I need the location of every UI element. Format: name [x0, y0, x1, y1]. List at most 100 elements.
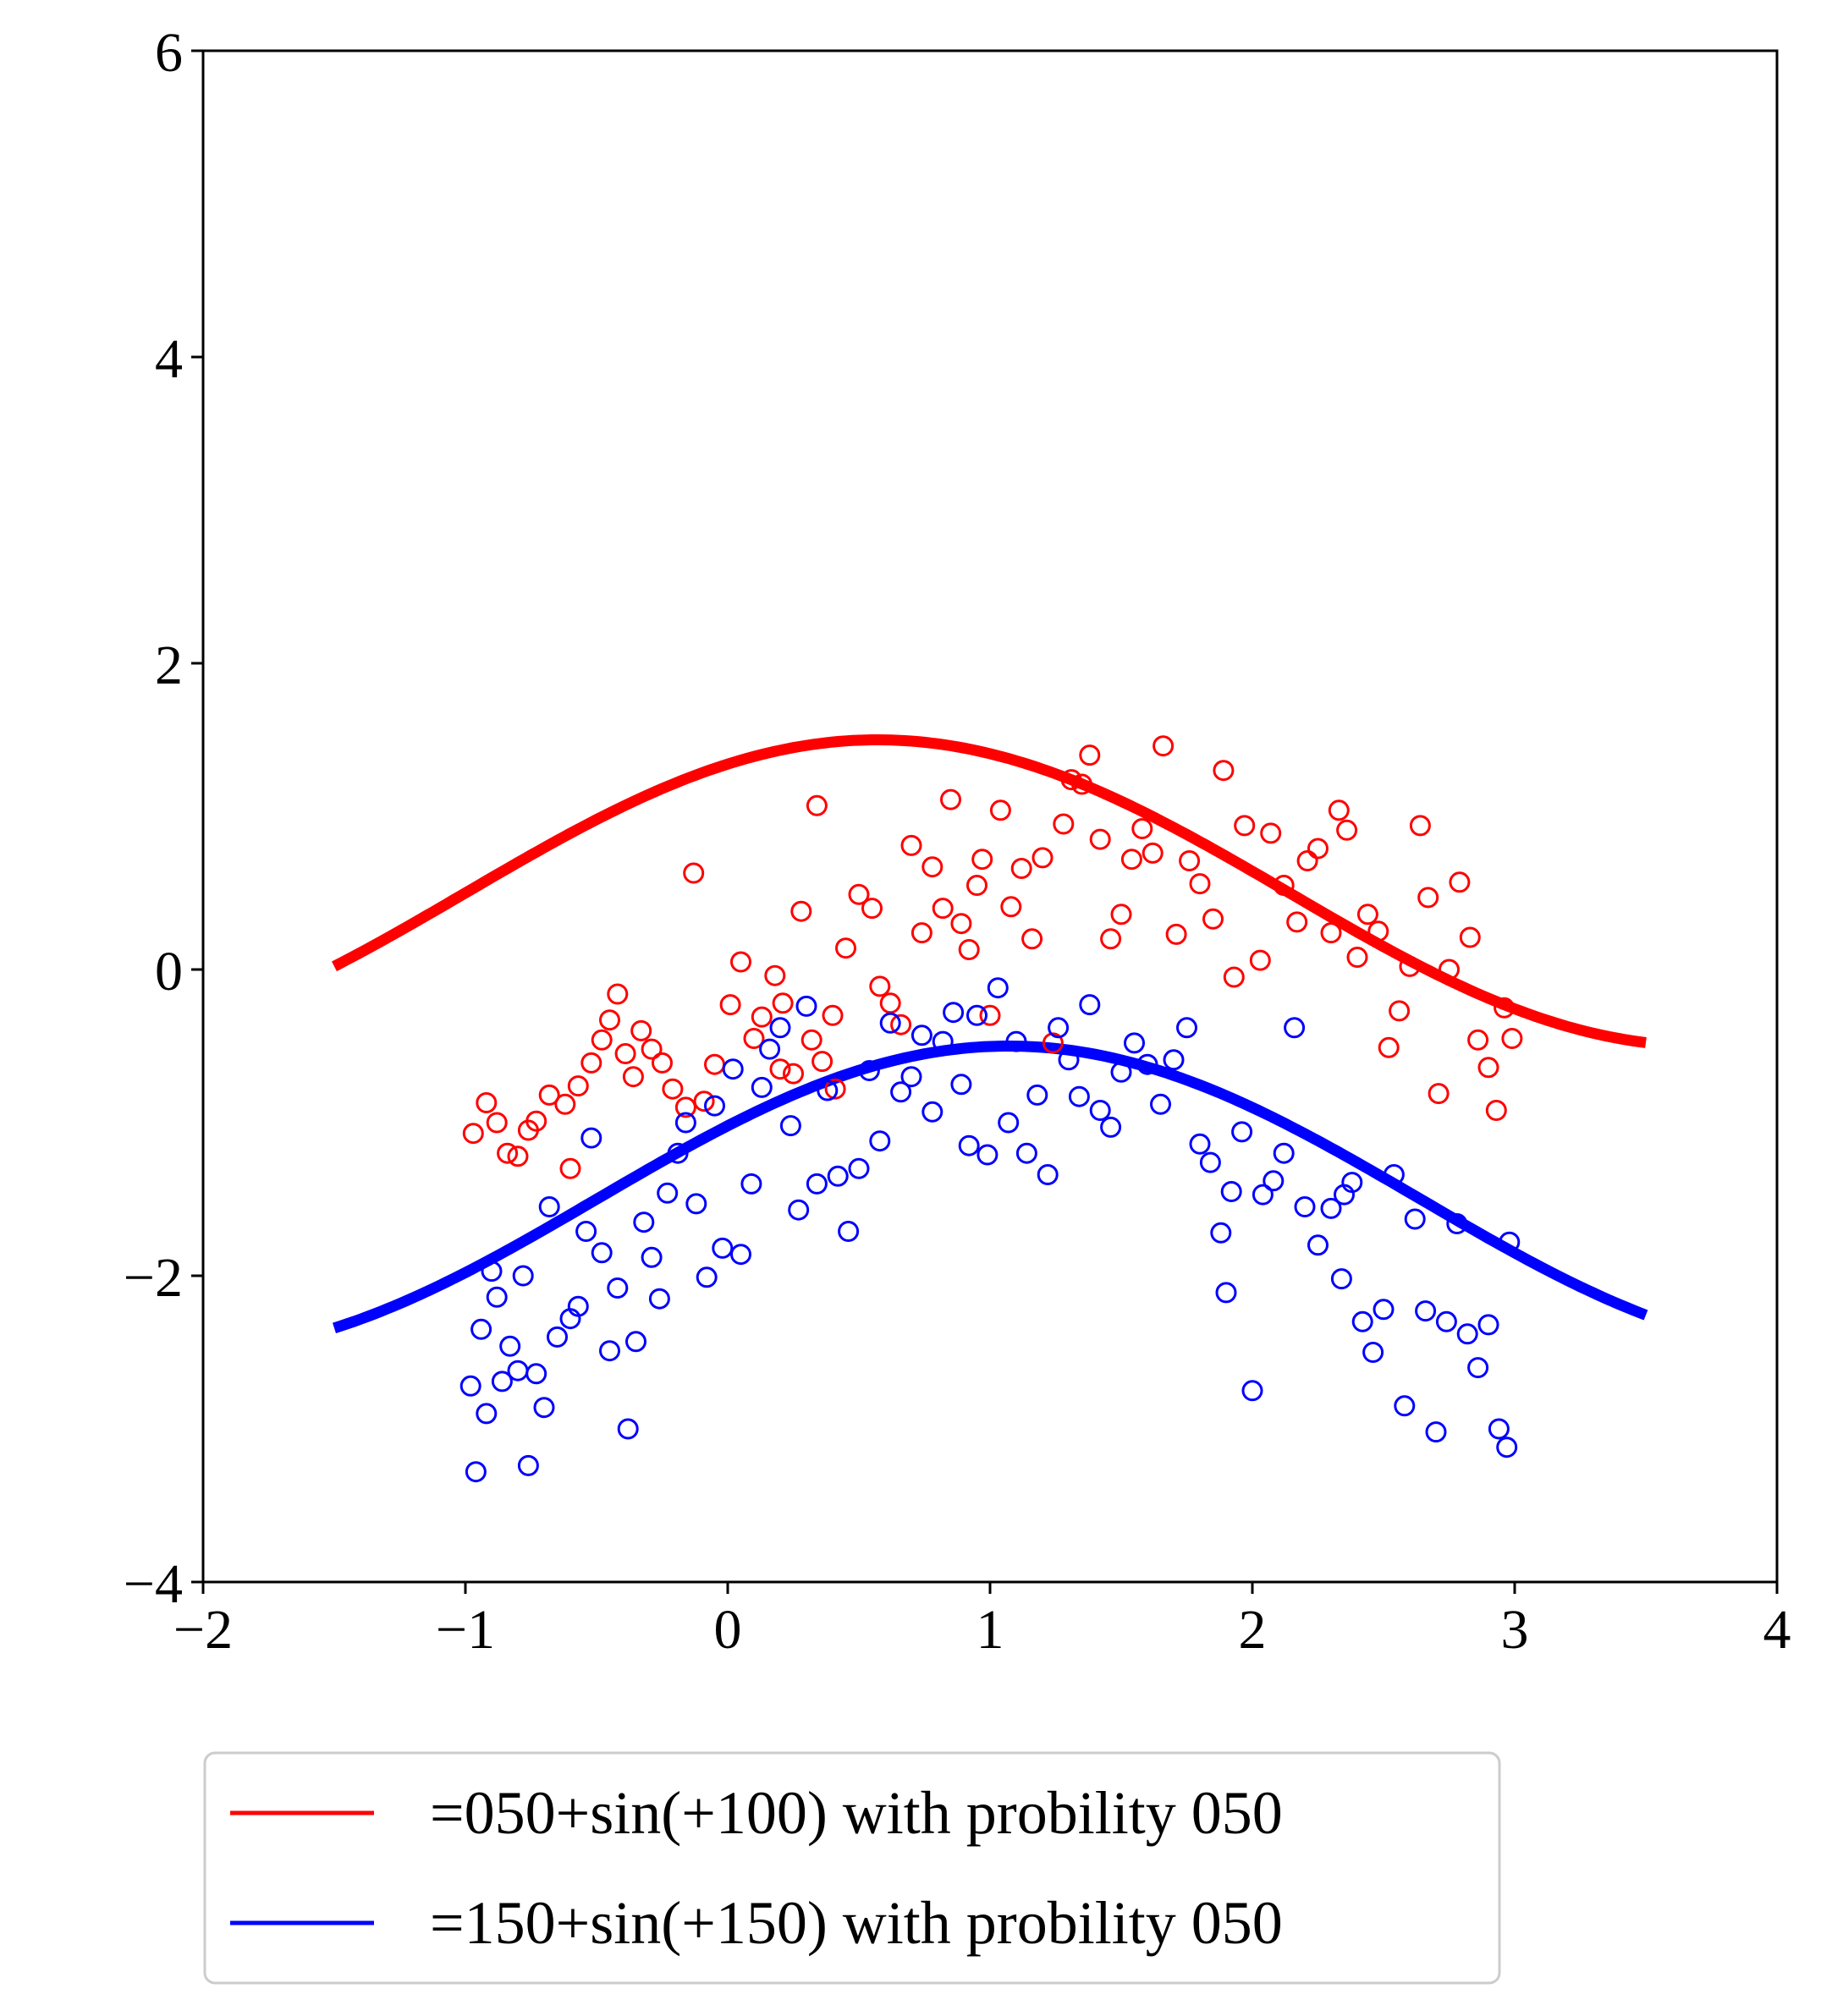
series-1-point-104	[1456, 1323, 1478, 1345]
series-0-point-76	[1249, 949, 1271, 971]
series-1-point-35	[730, 1244, 751, 1266]
series-0-point-91	[1409, 815, 1431, 837]
series-0-point-78	[1273, 875, 1295, 896]
series-1-point-45	[827, 1165, 849, 1187]
series-0-point-59	[1060, 769, 1082, 791]
series-1-point-77	[1163, 1049, 1185, 1071]
series-0-point-103	[559, 1157, 581, 1179]
series-1-point-85	[1252, 1184, 1274, 1206]
series-1-point-108	[1496, 1436, 1518, 1458]
series-1-point-31	[696, 1266, 718, 1288]
series-0-point-39	[869, 975, 891, 997]
series-0-point-88	[1378, 1036, 1400, 1058]
series-0-point-104	[822, 1004, 844, 1026]
series-1-point-36	[740, 1173, 762, 1195]
series-0-point-27	[751, 1006, 773, 1028]
series-0-point-65	[1120, 849, 1142, 871]
series-1-point-34	[722, 1058, 744, 1080]
series-1-point-5	[486, 1286, 508, 1308]
series-1-point-86	[1263, 1170, 1285, 1192]
series-0-point-50	[971, 849, 993, 871]
series-0-point-89	[1389, 1000, 1411, 1022]
x-tick-label-1: −1	[436, 1599, 495, 1661]
series-0-point-56	[1032, 847, 1054, 869]
series-0-point-7	[538, 1084, 560, 1106]
series-1-point-99	[1404, 1208, 1426, 1230]
series-1-point-111	[1334, 1184, 1355, 1206]
series-1-point-57	[950, 1074, 972, 1096]
legend-label-1: =150+sin(+150) with probility 050	[430, 1889, 1283, 1957]
series-0-point-51	[979, 1004, 1001, 1026]
series-0-point-72	[1202, 908, 1224, 930]
series-1-point-87	[1273, 1142, 1295, 1164]
series-1-point-56	[943, 1002, 965, 1024]
legend-label-0: =050+sin(+100) with probility 050	[430, 1779, 1283, 1847]
series-0-point-95	[1449, 871, 1471, 893]
series-0-point-35	[824, 1078, 846, 1100]
series-0-point-38	[861, 898, 883, 920]
series-1-point-43	[806, 1173, 828, 1195]
series-1-point-4	[481, 1261, 503, 1283]
series-0-point-25	[730, 951, 751, 973]
series-1-point-97	[1383, 1164, 1405, 1185]
series-0-point-53	[1000, 896, 1022, 918]
series-0-point-97	[1467, 1029, 1489, 1051]
series-1-point-82	[1220, 1181, 1242, 1202]
series-1-point-84	[1241, 1380, 1263, 1402]
series-0-point-41	[890, 1013, 912, 1035]
series-0-point-57	[1042, 1032, 1064, 1054]
series-1-point-102	[1435, 1310, 1457, 1332]
series-0-point-70	[1179, 850, 1201, 871]
series-0-point-67	[1142, 842, 1164, 864]
series-1-point-91	[1320, 1197, 1342, 1219]
series-0-point-28	[764, 964, 786, 986]
series-1-point-54	[922, 1101, 944, 1123]
series-0-point-3	[497, 1142, 519, 1164]
series-0-point-90	[1399, 955, 1421, 977]
series-0-point-13	[607, 983, 629, 1005]
series-0-point-14	[614, 1043, 636, 1064]
series-1-point-18	[580, 1127, 602, 1149]
series-1-point-62	[998, 1112, 1020, 1134]
series-1-point-95	[1362, 1342, 1384, 1363]
series-0-point-10	[580, 1052, 602, 1074]
series-0-point-99	[1485, 1100, 1507, 1121]
series-0-point-9	[567, 1075, 589, 1097]
series-1-point-9	[512, 1265, 534, 1287]
series-1-point-38	[759, 1038, 781, 1060]
x-tick-label-4: 2	[1239, 1599, 1267, 1661]
series-0-point-36	[835, 937, 856, 959]
series-0-point-84	[1336, 819, 1358, 841]
series-1-point-70	[1079, 994, 1101, 1016]
series-1-point-2	[470, 1318, 492, 1340]
series-1-point-59	[966, 1004, 988, 1026]
series-1-point-89	[1294, 1196, 1316, 1217]
series-1-point-98	[1394, 1395, 1416, 1417]
series-1-point-101	[1425, 1421, 1447, 1443]
series-0-point-98	[1477, 1057, 1499, 1079]
series-0-point-100	[1494, 997, 1516, 1019]
series-1-point-46	[838, 1221, 860, 1242]
series-0-point-80	[1296, 850, 1318, 871]
series-0-point-62	[1089, 828, 1111, 850]
series-1-point-80	[1199, 1151, 1221, 1173]
series-0-point-22	[693, 1090, 715, 1112]
series-0-point-82	[1320, 922, 1342, 944]
series-1-point-73	[1110, 1061, 1132, 1083]
series-0-point-8	[554, 1093, 576, 1115]
series-1-point-21	[607, 1277, 629, 1299]
series-0-point-43	[910, 922, 933, 944]
series-0-point-12	[599, 1009, 620, 1031]
series-1-point-107	[1488, 1418, 1510, 1440]
series-0-point-34	[811, 1051, 833, 1073]
series-0-point-29	[772, 992, 794, 1014]
series-1-point-25	[641, 1246, 663, 1268]
y-tick-label-2: 0	[155, 941, 183, 1003]
series-0-point-75	[1234, 815, 1256, 837]
series-0-point-55	[1021, 928, 1043, 950]
series-0-point-31	[790, 900, 812, 922]
series-0-point-0	[462, 1123, 484, 1145]
series-0-point-68	[1153, 735, 1175, 757]
points-layer	[459, 735, 1523, 1483]
